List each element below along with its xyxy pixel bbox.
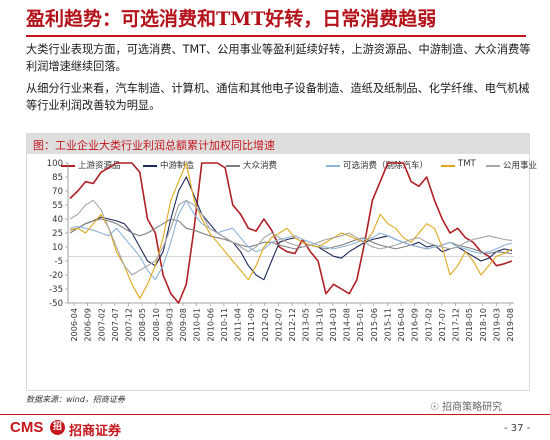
x-tick-label: 2017-12 <box>452 308 461 341</box>
y-tick-label: 70 <box>52 187 63 197</box>
chart-legend: 上游资源品 中游制造 大众消费 可选消费（剔除汽车） TMT 公用事业 <box>61 159 537 173</box>
legend-label: 中游制造 <box>160 161 195 171</box>
x-tick-label: 2009-08 <box>179 308 188 341</box>
series-line <box>69 176 513 281</box>
legend-label: TMT <box>458 159 476 169</box>
x-tick-label: 2010-06 <box>206 308 215 341</box>
y-tick-label: -5 <box>55 257 63 267</box>
x-tick-label: 2018-05 <box>465 308 474 341</box>
slide-title: 盈利趋势：可选消费和TMT好转，日常消费趋弱 <box>26 8 437 30</box>
summary-paragraph-2: 从细分行业来看，汽车制造、计算机、通信和其他电子设备制造、造纸及纸制品、化学纤维… <box>26 82 530 112</box>
x-tick-label: 2012-02 <box>261 308 270 341</box>
y-tick-label: 85 <box>52 173 63 183</box>
x-tick-label: 2019-03 <box>492 308 501 341</box>
x-tick-label: 2018-10 <box>479 308 488 341</box>
legend-swatch <box>226 165 240 167</box>
x-tick-label: 2010-01 <box>193 308 202 341</box>
x-tick-label: 2015-01 <box>356 308 365 341</box>
x-tick-label: 2017-07 <box>438 308 447 341</box>
footer-rule <box>0 414 550 415</box>
y-tick-label: 55 <box>52 201 63 211</box>
series-line <box>69 162 513 304</box>
y-tick-label: -20 <box>49 271 63 281</box>
legend-label: 上游资源品 <box>78 161 121 171</box>
legend-swatch <box>486 165 500 167</box>
x-tick-label: 2016-04 <box>397 308 406 341</box>
y-tick-label: 10 <box>52 243 63 253</box>
x-tick-label: 2010-11 <box>220 308 229 341</box>
x-tick-label: 2013-10 <box>315 308 324 341</box>
legend-label: 可选消费（剔除汽车） <box>343 161 429 171</box>
x-tick-label: 2016-09 <box>411 308 420 341</box>
wechat-name: 招商策略研究 <box>442 402 503 413</box>
x-tick-label: 2015-11 <box>383 308 392 341</box>
x-tick-label: 2006-09 <box>84 308 93 341</box>
x-tick-label: 2019-08 <box>506 308 515 341</box>
y-tick-label: 25 <box>52 229 63 239</box>
series-line <box>69 162 513 299</box>
logo-cms-text: CMS <box>10 419 44 436</box>
x-tick-label: 2007-07 <box>111 308 120 341</box>
x-tick-label: 2008-05 <box>138 308 147 341</box>
x-tick-label: 2012-12 <box>288 308 297 341</box>
x-tick-label: 2006-04 <box>70 308 79 341</box>
page-number: - 37 - <box>504 423 531 434</box>
x-tick-label: 2014-03 <box>329 308 338 341</box>
y-tick-label: -35 <box>49 285 63 295</box>
wechat-icon: ☉ <box>430 402 439 413</box>
chart-header-bar: 图：工业企业大类行业利润总额累计加权同比增速 <box>27 134 529 154</box>
wechat-account-label: ☉ 招商策略研究 <box>430 398 502 413</box>
series-line <box>69 199 513 276</box>
line-chart: 100 85 70 55 40 25 10 -5 -20 -35 -50 2006-04 2006-09… <box>47 159 515 341</box>
x-tick-label: 2015-06 <box>370 308 379 341</box>
x-tick-label: 2007-12 <box>125 308 134 341</box>
summary-paragraph-1: 大类行业表现方面，可选消费、TMT、公用事业等盈利延续好转，上游资源品、中游制造… <box>26 43 531 73</box>
legend-swatch <box>326 165 340 167</box>
x-tick-label: 2011-04 <box>234 308 243 341</box>
x-tick-label: 2014-08 <box>343 308 352 341</box>
logo-mark-icon: 招 <box>50 420 65 435</box>
x-tick-label: 2012-07 <box>274 308 283 341</box>
title-underline <box>26 35 526 37</box>
legend-swatch <box>441 165 455 167</box>
x-tick-label: 2017-02 <box>424 308 433 341</box>
legend-label: 大众消费 <box>243 161 278 171</box>
x-tick-label: 2013-05 <box>302 308 311 341</box>
logo-chinese-name: 招商证券 <box>69 424 122 439</box>
chart-title: 图：工业企业大类行业利润总额累计加权同比增速 <box>33 139 275 152</box>
data-source: 数据来源：wind，招商证券 <box>26 395 125 404</box>
legend-swatch <box>143 165 157 167</box>
y-tick-label: -50 <box>49 299 63 309</box>
y-tick-label: 40 <box>52 215 63 225</box>
x-tick-label: 2008-10 <box>152 308 161 341</box>
x-tick-label: 2009-03 <box>165 308 174 341</box>
x-tick-label: 2007-02 <box>97 308 106 341</box>
y-tick-label: 100 <box>47 159 63 169</box>
x-tick-label: 2011-09 <box>247 308 256 341</box>
legend-label: 公用事业 <box>503 161 538 171</box>
